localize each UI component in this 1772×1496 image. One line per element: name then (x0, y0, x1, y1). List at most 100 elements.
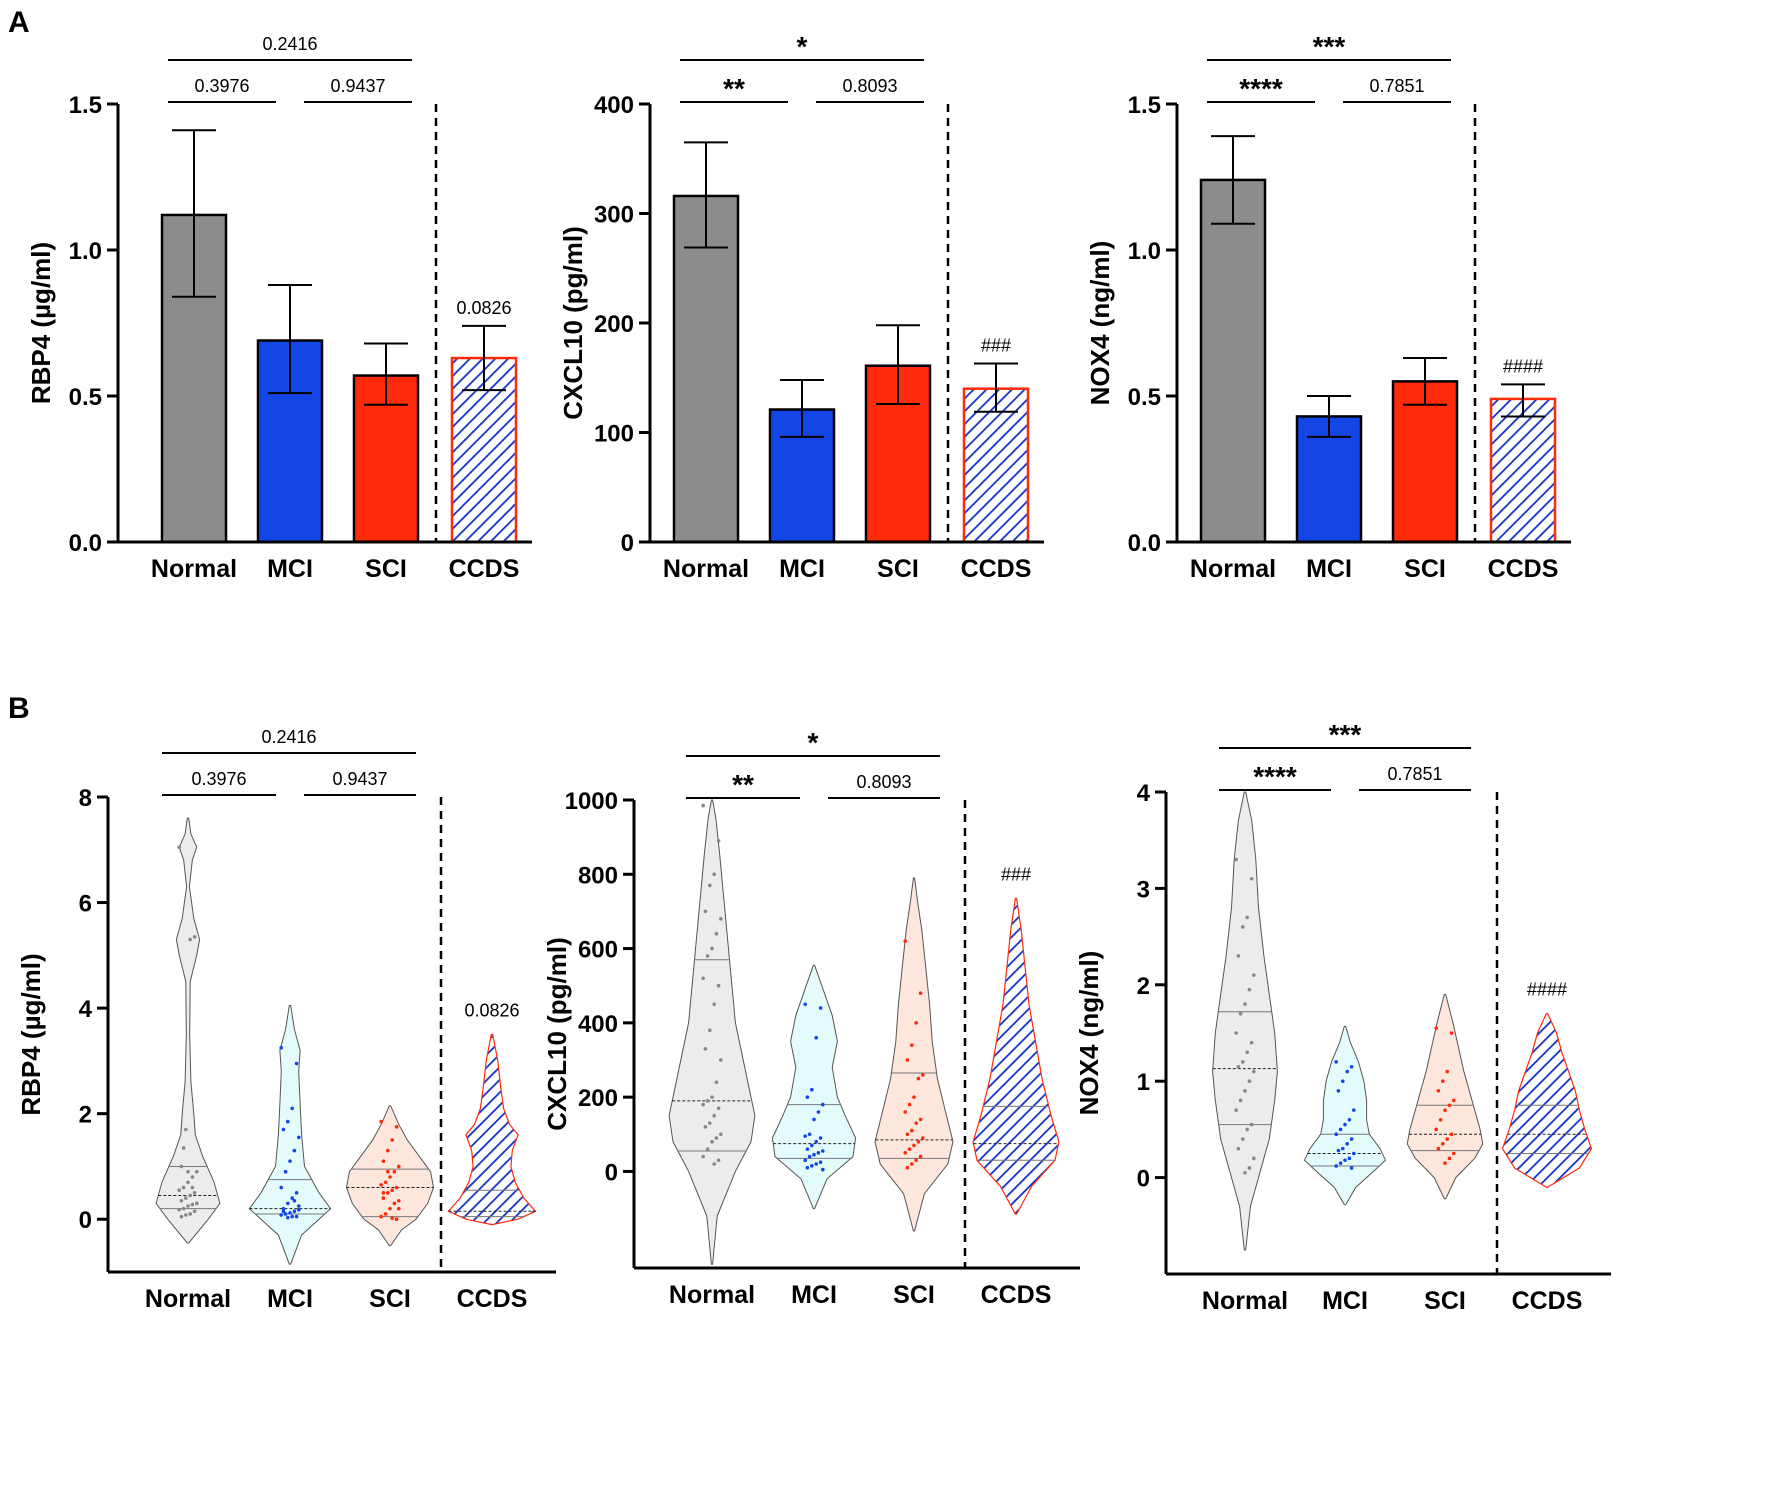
data-point (803, 1002, 807, 1007)
data-point (386, 1169, 390, 1174)
data-point (381, 1159, 386, 1163)
x-tick-label-ccds: CCDS (981, 1281, 1052, 1309)
data-point (1241, 925, 1245, 929)
chart-4: 0 2 4 6 8 Normal MCI SCI CCDS RBP4 (µg/ml) 0.3976 0… (16, 727, 556, 1313)
error-bar-ccds (974, 362, 1018, 413)
data-point (821, 1102, 825, 1107)
x-tick-label-normal: Normal (663, 555, 749, 583)
x-tick-label-sci: SCI (893, 1281, 935, 1309)
data-point (397, 1164, 401, 1169)
data-point (705, 954, 710, 958)
data-point (386, 1148, 390, 1153)
data-point (1341, 1079, 1345, 1083)
data-point (903, 1110, 907, 1114)
error-bar-normal (1211, 135, 1255, 225)
data-point (179, 1214, 184, 1219)
data-point (1234, 1031, 1238, 1035)
data-point (921, 1073, 925, 1077)
data-point (710, 946, 714, 951)
data-point (1236, 954, 1241, 958)
comparison-label: 0.8093 (842, 76, 897, 96)
data-point (1443, 1161, 1447, 1165)
data-point (1238, 1011, 1243, 1016)
data-point (1245, 915, 1249, 920)
data-point (905, 1132, 910, 1137)
data-point (1247, 1079, 1252, 1083)
y-axis-label: NOX4 (ng/ml) (1074, 951, 1104, 1116)
y-tick-label: 1 (1137, 1069, 1150, 1096)
bar-sci (1391, 380, 1459, 544)
data-point (1247, 1166, 1252, 1170)
violin-ccds (447, 1033, 537, 1226)
comparison-label: 0.3976 (194, 76, 249, 96)
x-tick-label-mci: MCI (1306, 555, 1352, 583)
data-point (188, 937, 192, 942)
data-point (390, 1138, 395, 1142)
data-point (290, 1106, 295, 1111)
data-point (912, 1143, 916, 1148)
data-point (712, 1113, 716, 1118)
data-point (916, 1139, 921, 1144)
data-point (379, 1119, 384, 1124)
data-point (294, 1214, 299, 1219)
data-point (379, 1214, 384, 1219)
data-point (181, 1146, 186, 1150)
y-axis-label: CXCL10 (pg/ml) (542, 937, 572, 1131)
error-bar-mci (268, 284, 312, 395)
data-point (184, 1196, 188, 1200)
comparison-label: 0.3976 (191, 769, 246, 789)
data-point (818, 1160, 823, 1164)
data-point (810, 1087, 814, 1092)
x-tick-label-sci: SCI (365, 555, 407, 583)
violin-normal (668, 799, 756, 1265)
y-tick-label: 4 (79, 996, 93, 1023)
y-tick-label: 800 (578, 862, 618, 889)
data-point (177, 1207, 181, 1212)
data-point (1345, 1069, 1349, 1074)
data-point (712, 872, 716, 877)
data-point (1347, 1117, 1352, 1122)
y-tick-label: 0 (79, 1207, 92, 1234)
data-point (288, 1159, 292, 1163)
data-point (1249, 1122, 1254, 1127)
data-point (910, 1043, 914, 1047)
data-point (394, 1217, 399, 1222)
violin-normal (155, 817, 221, 1244)
data-point (394, 1125, 399, 1129)
data-point (1252, 1069, 1256, 1074)
x-tick-label-normal: Normal (151, 555, 237, 583)
data-point (292, 1148, 297, 1153)
y-axis-label: RBP4 (µg/ml) (26, 242, 56, 404)
data-point (1336, 1148, 1341, 1153)
violin-mci (771, 964, 857, 1210)
data-point (281, 1127, 286, 1132)
data-point (918, 991, 923, 995)
comparison-label: 0.9437 (330, 76, 385, 96)
data-point (1343, 1122, 1347, 1127)
data-point (821, 1167, 825, 1172)
data-point (186, 1169, 190, 1174)
data-point (821, 1149, 825, 1153)
chart-1: 0.0 0.5 1.0 1.5 Normal MCI SCI CCDS RBP4 (µg/ml)… (26, 34, 532, 583)
data-point (1434, 1026, 1438, 1030)
data-point (1252, 973, 1256, 977)
comparison-label: ** (723, 73, 745, 104)
chart-2: 0 100 200 300 400 Normal MCI SCI CCDS CXCL10 (pg/… (558, 31, 1044, 583)
data-point (1334, 1060, 1338, 1064)
data-point (903, 939, 907, 943)
y-tick-label: 200 (594, 311, 634, 338)
data-point (719, 917, 723, 921)
x-tick-label-mci: MCI (1322, 1287, 1368, 1315)
data-point (383, 1180, 388, 1185)
data-point (1434, 1127, 1438, 1132)
data-point (186, 1204, 190, 1208)
data-point (701, 803, 705, 808)
data-point (1343, 1158, 1347, 1163)
data-point (1334, 1132, 1338, 1137)
y-tick-label: 300 (594, 202, 634, 229)
data-point (195, 1169, 199, 1174)
comparison-label: *** (1313, 31, 1346, 62)
data-point (190, 1185, 195, 1190)
data-point (814, 1162, 818, 1166)
